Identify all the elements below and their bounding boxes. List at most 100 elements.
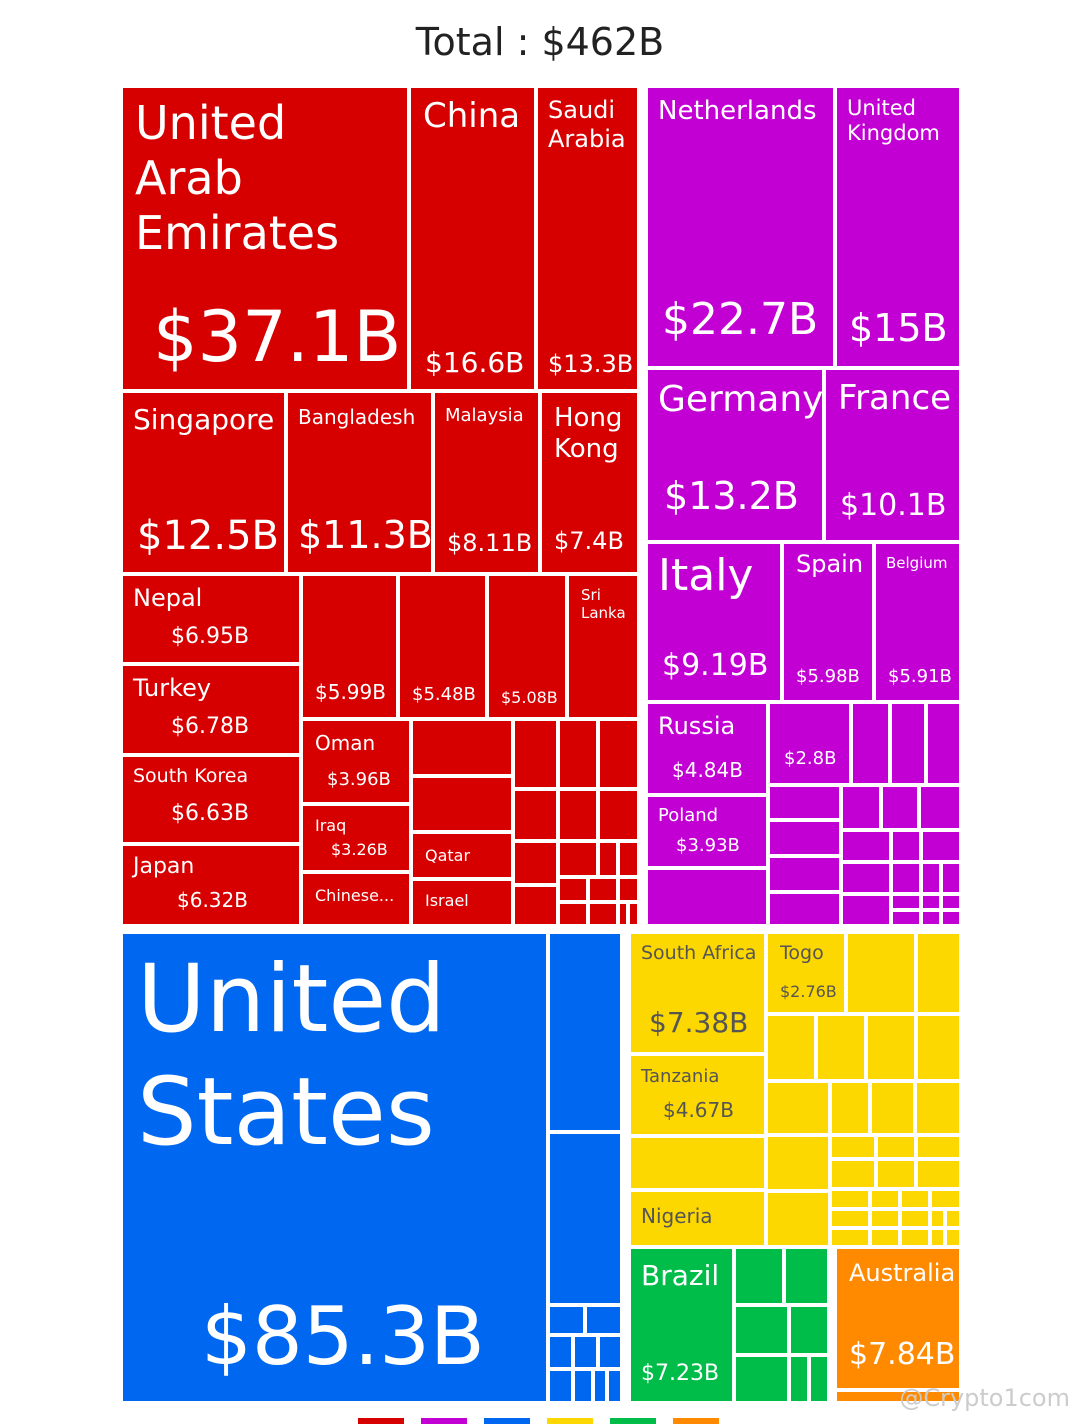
tile-unlabeled[interactable] [628, 902, 639, 926]
tile-unlabeled[interactable] [588, 877, 618, 902]
tile-togo[interactable]: Togo $2.76B [766, 932, 846, 1014]
tile-tanzania[interactable]: Tanzania $4.67B [629, 1054, 766, 1136]
tile-unlabeled[interactable] [941, 862, 961, 894]
tile-unlabeled[interactable] [900, 1189, 930, 1209]
tile-sri-lanka[interactable]: Sri Lanka [567, 574, 639, 719]
tile-unlabeled[interactable] [945, 1228, 961, 1247]
tile-netherlands[interactable]: Netherlands $22.7B [646, 86, 835, 368]
tile-unlabeled[interactable] [816, 1014, 866, 1081]
tile-unlabeled[interactable] [846, 932, 916, 1014]
tile-unlabeled[interactable] [513, 789, 558, 841]
legend-swatch-south-america[interactable] [610, 1418, 656, 1424]
tile-unlabeled[interactable] [789, 1305, 829, 1355]
tile-unlabeled[interactable] [558, 719, 598, 789]
tile-unlabeled[interactable] [916, 932, 961, 1014]
tile-unlabeled[interactable] [921, 862, 941, 894]
tile-unlabeled[interactable] [870, 1228, 900, 1247]
tile-unlabeled[interactable] [734, 1355, 789, 1403]
tile-unlabeled[interactable] [598, 789, 639, 841]
tile-japan[interactable]: Japan $6.32B [121, 844, 301, 926]
tile-unlabeled[interactable] [593, 1369, 607, 1403]
tile-spain[interactable]: Spain $5.98B [782, 542, 874, 702]
tile-poland[interactable]: Poland $3.93B [646, 795, 768, 868]
tile-unlabeled[interactable] [930, 1189, 961, 1209]
tile-unlabeled[interactable] [766, 1135, 830, 1191]
tile-unlabeled[interactable] [513, 885, 558, 926]
tile-unlabeled[interactable] [618, 877, 639, 902]
tile-chinese[interactable]: Chinese... [301, 872, 411, 926]
tile-unlabeled[interactable] [766, 1014, 816, 1081]
tile-south-africa[interactable]: South Africa $7.38B [629, 932, 766, 1054]
tile-unlabeled[interactable] [890, 702, 926, 785]
tile-saudi-arabia[interactable]: Saudi Arabia $13.3B [536, 86, 639, 391]
tile-unlabeled[interactable] [548, 1132, 622, 1305]
tile-unlabeled[interactable] [573, 1369, 593, 1403]
tile-unlabeled[interactable] [830, 1135, 876, 1159]
tile-unlabeled[interactable] [573, 1335, 598, 1369]
legend-swatch-oceania[interactable] [673, 1418, 719, 1424]
tile-unlabeled[interactable] [870, 1209, 900, 1228]
tile-bangladesh[interactable]: Bangladesh $11.3B [286, 391, 433, 574]
tile-unlabeled[interactable] [841, 785, 881, 830]
tile-unlabeled[interactable] [870, 1189, 900, 1209]
tile-unlabeled[interactable] [916, 1159, 961, 1189]
tile-unlabeled[interactable] [915, 1081, 961, 1135]
tile-unlabeled[interactable] [830, 1081, 870, 1135]
tile-unlabeled[interactable] [866, 1014, 916, 1081]
tile-italy[interactable]: Italy $9.19B [646, 542, 782, 702]
tile-unlabeled[interactable] [926, 702, 961, 785]
tile-unlabeled[interactable] [618, 902, 628, 926]
legend-swatch-north-america[interactable] [484, 1418, 530, 1424]
tile-malaysia[interactable]: Malaysia $8.11B [433, 391, 540, 574]
tile-unlabeled[interactable] [548, 1305, 585, 1335]
tile-unlabeled[interactable] [945, 1209, 961, 1228]
tile-united-arab-emirates[interactable]: United Arab Emirates $37.1B [121, 86, 409, 391]
tile-unlabeled[interactable] [513, 841, 558, 885]
tile-unlabeled[interactable] [876, 1159, 916, 1189]
tile-unlabeled[interactable] [768, 856, 841, 892]
tile-unlabeled[interactable] [830, 1189, 870, 1209]
tile-5-08b[interactable]: $5.08B [487, 574, 567, 719]
tile-unlabeled[interactable] [830, 1228, 870, 1247]
tile-unlabeled[interactable] [921, 894, 941, 910]
tile-china[interactable]: China $16.6B [409, 86, 536, 391]
tile-unlabeled[interactable] [830, 1159, 876, 1189]
tile-france[interactable]: France $10.1B [824, 368, 961, 542]
tile-australia[interactable]: Australia $7.84B [835, 1247, 961, 1390]
tile-hong-kong[interactable]: Hong Kong $7.4B [540, 391, 639, 574]
tile-unlabeled[interactable] [598, 841, 618, 877]
tile-unlabeled[interactable] [941, 910, 961, 926]
tile-unlabeled[interactable] [548, 1335, 573, 1369]
tile-unlabeled[interactable] [841, 830, 891, 862]
tile-unlabeled[interactable] [921, 830, 961, 862]
tile-unlabeled[interactable] [841, 894, 891, 926]
tile-united-states[interactable]: United States $85.3B [121, 932, 548, 1403]
tile-unlabeled[interactable] [768, 785, 841, 820]
tile-unlabeled[interactable] [835, 1390, 961, 1403]
tile-5-48b[interactable]: $5.48B [398, 574, 487, 719]
tile-brazil[interactable]: Brazil $7.23B [629, 1247, 734, 1403]
tile-unlabeled[interactable] [607, 1369, 622, 1403]
tile-qatar[interactable]: Qatar [411, 832, 513, 879]
tile-iraq[interactable]: Iraq $3.26B [301, 804, 411, 872]
tile-unlabeled[interactable] [411, 776, 513, 832]
legend-swatch-asia[interactable] [358, 1418, 404, 1424]
tile-united-kingdom[interactable]: United Kingdom $15B [835, 86, 961, 368]
tile-unlabeled[interactable] [841, 862, 891, 894]
tile-unlabeled[interactable] [548, 1369, 573, 1403]
tile-unlabeled[interactable] [830, 1209, 870, 1228]
tile-unlabeled[interactable] [930, 1209, 945, 1228]
tile-unlabeled[interactable] [766, 1081, 830, 1135]
tile-unlabeled[interactable] [558, 902, 588, 926]
tile-unlabeled[interactable] [941, 894, 961, 910]
tile-unlabeled[interactable] [851, 702, 890, 785]
tile-russia[interactable]: Russia $4.84B [646, 702, 768, 795]
tile-unlabeled[interactable] [548, 932, 622, 1132]
tile-unlabeled[interactable] [789, 1355, 809, 1403]
tile-unlabeled[interactable] [876, 1135, 916, 1159]
tile-unlabeled[interactable] [784, 1247, 829, 1305]
tile-unlabeled[interactable] [921, 910, 941, 926]
tile-unlabeled[interactable] [598, 719, 639, 789]
tile-unlabeled[interactable] [618, 841, 639, 877]
tile-unlabeled[interactable] [916, 1014, 961, 1081]
